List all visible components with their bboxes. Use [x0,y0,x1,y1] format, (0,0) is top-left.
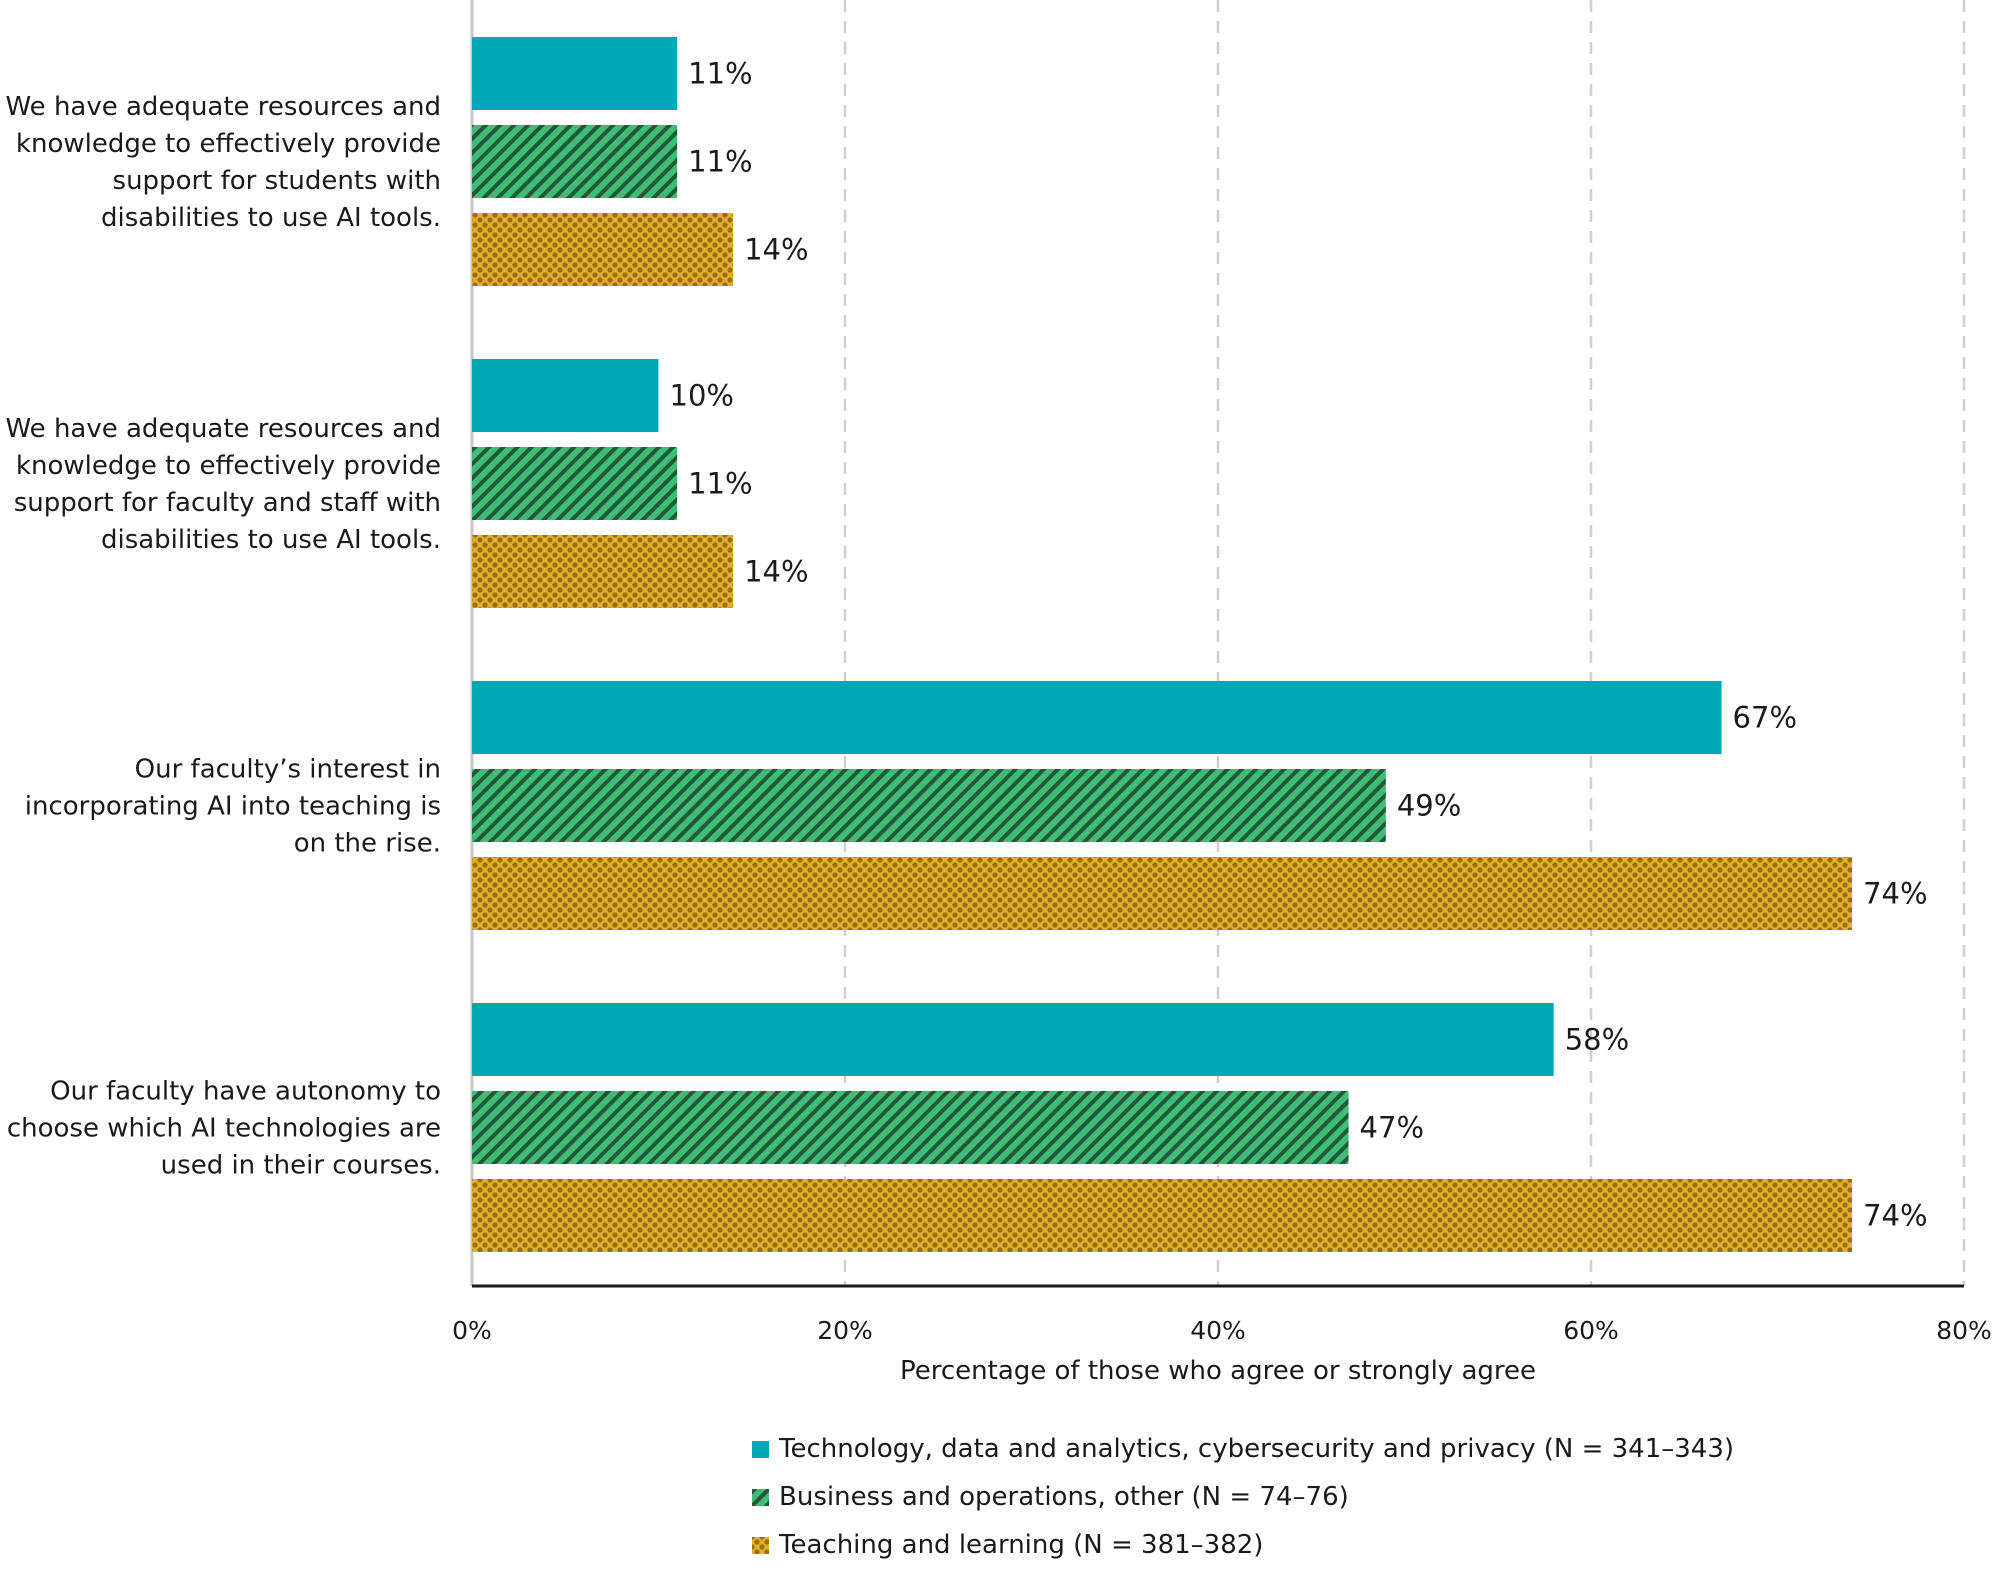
data-label-business-3: 49% [1397,789,1461,823]
data-label-business-4: 47% [1360,1111,1424,1145]
x-axis-title: Percentage of those who agree or strongl… [900,1356,1536,1386]
bar-teaching-1 [472,213,734,286]
data-label-technology-3: 67% [1733,701,1797,735]
x-tick-label-40: 40% [1190,1316,1246,1345]
legend-swatch-teaching [752,1536,769,1554]
bar-business-3 [472,769,1386,842]
data-label-technology-1: 11% [688,57,752,91]
labels: 0% 20% 40% 60% 80% 11% 11% 14% We have adequate … [6,57,1992,1346]
data-label-business-1: 11% [688,145,752,179]
legend-item-technology: Technology, data and analytics, cybersec… [752,1425,1734,1473]
bar-technology-3 [472,681,1722,754]
data-label-teaching-3: 74% [1863,877,1927,911]
data-label-business-2: 11% [688,467,752,501]
bar-teaching-3 [472,857,1853,930]
x-tick-label-0: 0% [452,1316,492,1345]
category-label-4: Our faculty have autonomy to choose which… [7,1077,441,1181]
legend-item-teaching: Teaching and learning (N = 381–382) [752,1521,1734,1569]
bar-business-1 [472,125,678,198]
data-label-teaching-4: 74% [1863,1199,1927,1233]
legend-swatch-technology [752,1440,769,1458]
bar-technology-1 [472,37,678,110]
legend-label-technology: Technology, data and analytics, cybersec… [779,1434,1735,1464]
bar-technology-4 [472,1003,1554,1076]
x-tick-label-80: 80% [1936,1316,1992,1345]
legend-label-teaching: Teaching and learning (N = 381–382) [779,1530,1264,1560]
category-label-3: Our faculty’s interest in incorporating A… [25,755,441,859]
bar-teaching-2 [472,535,734,608]
legend-swatch-business [752,1488,769,1506]
x-tick-label-60: 60% [1563,1316,1619,1345]
data-label-teaching-2: 14% [744,555,808,589]
category-label-2: We have adequate resources and knowledge … [6,414,442,555]
bar-business-4 [472,1091,1349,1164]
legend-label-business: Business and operations, other (N = 74–7… [779,1482,1349,1512]
category-label-1: We have adequate resources and knowledge … [6,92,442,233]
bar-business-2 [472,447,678,520]
data-label-technology-4: 58% [1565,1023,1629,1057]
bars [472,37,1853,1252]
bar-teaching-4 [472,1179,1853,1252]
data-label-technology-2: 10% [670,379,734,413]
x-tick-label-20: 20% [817,1316,873,1345]
bar-technology-2 [472,359,659,432]
data-label-teaching-1: 14% [744,233,808,267]
legend: Technology, data and analytics, cybersec… [752,1425,1734,1569]
legend-item-business: Business and operations, other (N = 74–7… [752,1473,1734,1521]
